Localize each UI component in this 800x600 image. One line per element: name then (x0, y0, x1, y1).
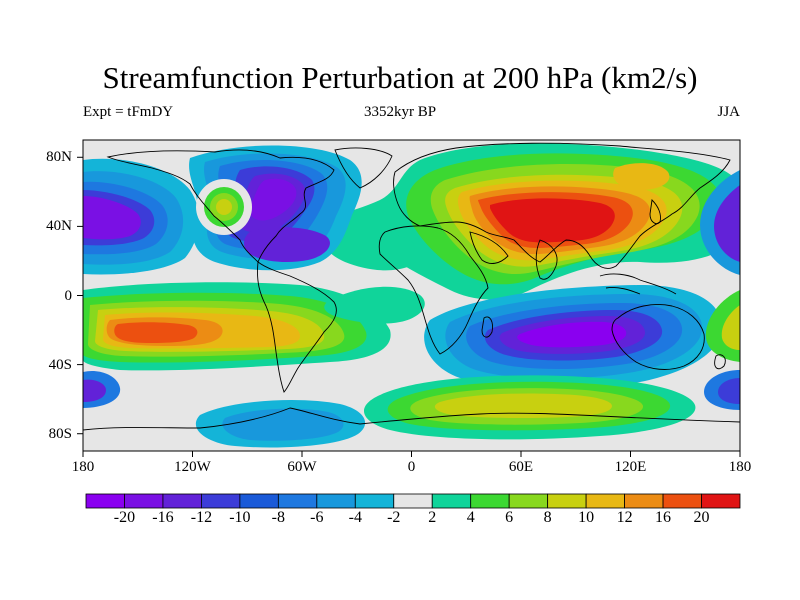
colorbar-label: 6 (505, 509, 514, 526)
contour-ne-pacific-high-core (216, 199, 232, 215)
coast-eurasia (393, 142, 731, 269)
colorbar-label: -2 (387, 509, 401, 526)
contour-atlantic-band (328, 231, 419, 271)
contour-southern-low-core (222, 408, 344, 441)
coast-africa (378, 225, 489, 355)
colorbar-swatch-11 (508, 493, 549, 509)
contour-s-pacific-high-core (114, 322, 198, 343)
contour-se-edge-low-core (718, 378, 740, 404)
colorbar-swatch-13 (585, 493, 625, 509)
coast-australia (611, 304, 705, 370)
colorbar-label: -10 (229, 509, 251, 526)
colorbar-label: -6 (310, 509, 324, 526)
x-tick-label: 60W (287, 459, 317, 475)
colorbar-swatch-9 (431, 493, 472, 509)
coast-antarctica (83, 407, 740, 431)
y-tick-label: 80S (48, 425, 72, 442)
y-tick-label: 80N (46, 149, 72, 166)
colorbar-label: -16 (152, 509, 174, 526)
coast-new-zealand (714, 354, 726, 370)
x-tick-label: 0 (407, 459, 416, 475)
x-tick-label: 180 (728, 459, 752, 475)
y-tick-label: 40N (46, 218, 72, 235)
experiment-label: Expt = tFmDY (83, 104, 174, 120)
colorbar-swatch-16 (701, 493, 741, 509)
colorbar-label: 8 (543, 509, 552, 526)
coast-greenland (334, 147, 393, 189)
contour-north-pacific-low-core (83, 196, 141, 240)
colorbar-swatch-4 (239, 493, 279, 509)
contour-caribbean-low (244, 227, 330, 262)
colorbar-label: 10 (578, 509, 595, 526)
y-tick-label: 40S (48, 356, 72, 373)
colorbar-swatch-10 (470, 493, 510, 509)
contour-se-edge-high-core (721, 305, 740, 350)
colorbar-label: 12 (616, 509, 633, 526)
y-tick-label: 0 (64, 287, 73, 304)
colorbar-swatch-6 (316, 493, 356, 509)
contour-asian-high-core (490, 198, 615, 243)
colorbar-label: 16 (655, 509, 672, 526)
x-tick-label: 120E (614, 459, 647, 475)
colorbar-label: 20 (693, 509, 710, 526)
contour-s-atlantic-band (324, 286, 425, 324)
contour-na-low-core (250, 178, 297, 221)
colorbar-label: -20 (113, 509, 136, 526)
coastlines (83, 142, 740, 431)
season-label: JJA (717, 104, 740, 120)
contour-sw-edge-low-core (83, 379, 106, 402)
chart-title: Streamfunction Perturbation at 200 hPa (… (102, 60, 698, 95)
coast-indonesia (599, 273, 677, 295)
colorbar-swatch-15 (662, 493, 702, 509)
colorbar-swatch-3 (201, 493, 241, 509)
axis-ticks (77, 156, 741, 457)
colorbar-swatch-2 (162, 493, 202, 509)
colorbar-label: 2 (428, 509, 437, 526)
x-tick-label: 120W (174, 459, 211, 475)
contour-antarctic-ridge-core (434, 393, 612, 419)
contour-s-indian-low-core (517, 321, 627, 348)
x-tick-label: 180 (71, 459, 95, 475)
colorbar-swatch-1 (124, 493, 164, 509)
coast-india (535, 239, 558, 280)
coast-madagascar (481, 316, 493, 338)
colorbar-swatch-12 (547, 493, 587, 509)
colorbar-swatch-8 (393, 493, 433, 509)
colorbar-swatch-7 (354, 493, 395, 509)
contour-east-asia-high (613, 163, 670, 190)
coast-north-america (106, 149, 335, 263)
colorbar (85, 493, 741, 509)
colorbar-label: 4 (466, 509, 475, 526)
colorbar-swatch-14 (624, 493, 664, 509)
coast-south-america (257, 261, 337, 393)
coast-japan (649, 199, 661, 225)
colorbar-swatch-5 (277, 493, 318, 509)
colorbar-label: -12 (190, 509, 213, 526)
time-label: 3352kyr BP (363, 104, 437, 120)
x-tick-label: 60E (508, 459, 534, 475)
contour-east-edge-low-core (714, 185, 740, 262)
colorbar-label: -8 (271, 509, 285, 526)
colorbar-swatch-0 (85, 493, 125, 509)
coast-arabia (469, 231, 509, 264)
colorbar-label: -4 (348, 509, 362, 526)
